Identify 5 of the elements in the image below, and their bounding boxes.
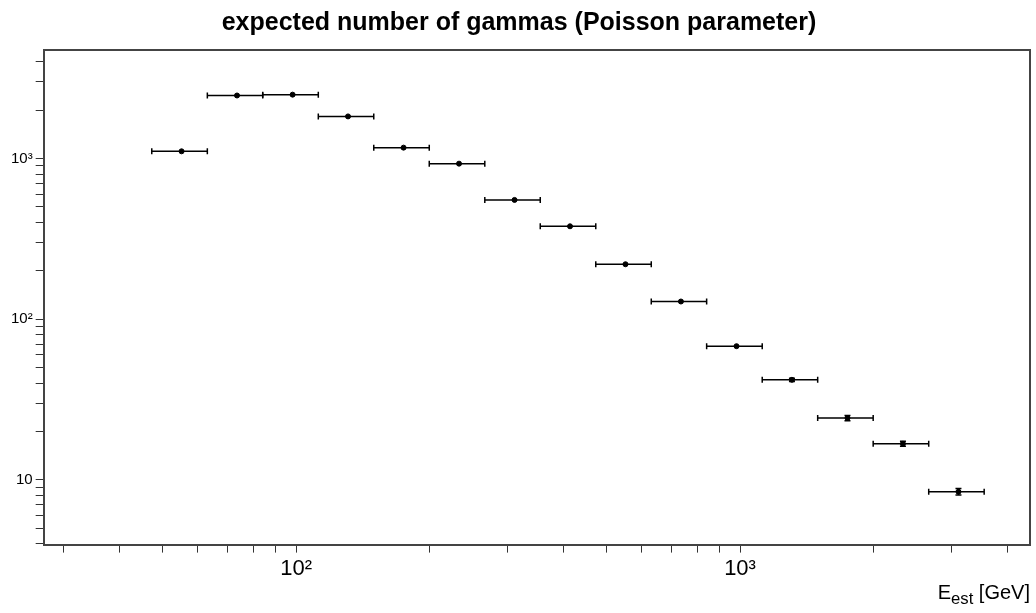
- y-tick-label: 10: [15, 470, 33, 488]
- y-tick-label: 10²: [10, 309, 33, 327]
- y-tick-label: 10³: [10, 148, 33, 166]
- chart-title: expected number of gammas (Poisson parameter): [221, 6, 817, 35]
- x-axis-title: E$_{est}$ [GeV]: [937, 581, 1030, 609]
